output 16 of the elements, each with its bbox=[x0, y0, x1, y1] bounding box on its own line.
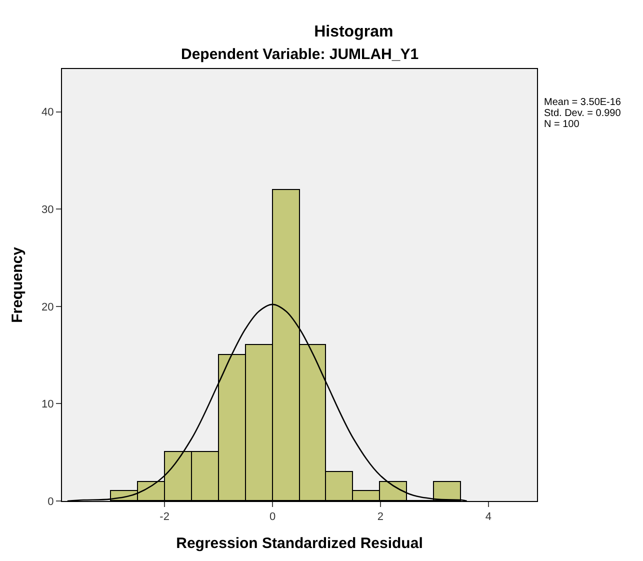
y-tick-label: 0 bbox=[48, 496, 54, 508]
x-tick-label: 0 bbox=[269, 511, 276, 524]
x-tick-label: 4 bbox=[485, 511, 492, 524]
text: N = 100 bbox=[544, 119, 580, 130]
text: Mean = 3.50E-16 bbox=[544, 97, 622, 108]
chart-title: Histogram bbox=[314, 23, 394, 40]
x-tick-label: -2 bbox=[160, 511, 170, 524]
x-axis-title: Regression Standardized Residual bbox=[176, 535, 423, 552]
y-tick-label: 40 bbox=[42, 106, 54, 119]
y-tick-label: 10 bbox=[42, 398, 54, 411]
chart-subtitle: Dependent Variable: JUMLAH_Y1 bbox=[181, 46, 419, 63]
y-axis-title: Frequency bbox=[8, 246, 26, 323]
text: Std. Dev. = 0.990 bbox=[544, 108, 622, 119]
x-tick-label: 2 bbox=[377, 511, 384, 524]
y-tick-label: 20 bbox=[42, 301, 54, 314]
y-tick-label: 30 bbox=[42, 204, 54, 216]
